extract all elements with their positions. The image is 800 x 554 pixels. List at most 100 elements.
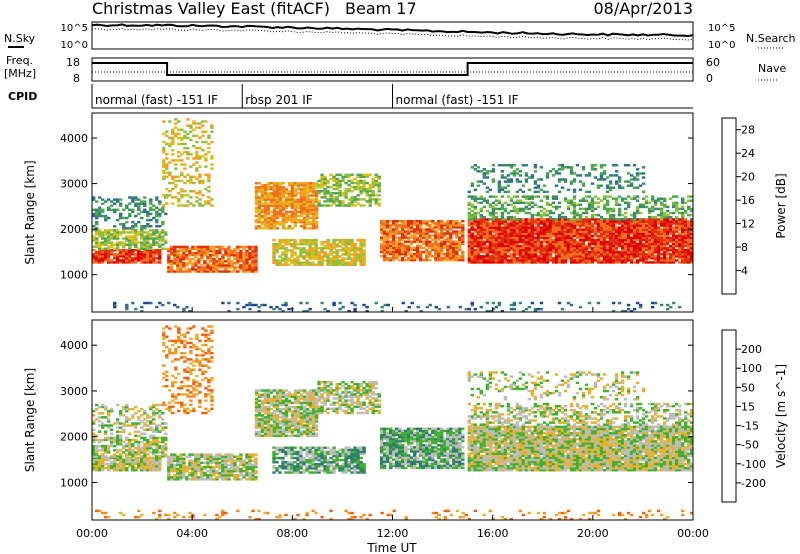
heatmap-cell	[377, 198, 381, 201]
heatmap-cell	[560, 255, 565, 258]
heatmap-cell	[584, 218, 589, 221]
heatmap-cell	[383, 232, 387, 235]
heatmap-cell	[669, 261, 673, 264]
heatmap-cell	[143, 248, 147, 252]
heatmap-cell	[545, 224, 550, 227]
heatmap-cell	[515, 228, 520, 231]
heatmap-cell	[353, 196, 357, 199]
heatmap-cell	[503, 232, 508, 235]
heatmap-cell	[350, 263, 354, 266]
heatmap-cell	[515, 257, 520, 260]
cpid-label: CPID	[8, 90, 37, 103]
heatmap-cell	[104, 229, 108, 232]
heatmap-cell	[617, 232, 622, 235]
heatmap-cell	[602, 205, 607, 209]
heatmap-cell	[386, 258, 390, 262]
heatmap-cell	[644, 228, 649, 231]
heatmap-cell	[470, 215, 474, 219]
heatmap-cell	[500, 234, 505, 238]
heatmap-cell	[653, 257, 658, 260]
heatmap-cell	[437, 248, 441, 252]
heatmap-cell	[560, 240, 565, 244]
heatmap-cell	[359, 257, 363, 260]
heatmap-cell	[608, 261, 613, 264]
heatmap-cell	[107, 462, 111, 466]
heatmap-cell	[629, 238, 634, 242]
heatmap-cell	[666, 236, 670, 240]
heatmap-cell	[335, 238, 339, 242]
heatmap-cell	[659, 257, 664, 260]
heatmap-cell	[192, 128, 196, 131]
heatmap-cell	[248, 247, 252, 251]
heatmap-cell	[446, 258, 450, 262]
heatmap-cell	[260, 216, 265, 220]
heatmap-cell	[281, 206, 286, 210]
heatmap-cell	[158, 259, 162, 262]
heatmap-cell	[245, 264, 249, 267]
heatmap-cell	[185, 305, 189, 309]
heatmap-cell	[128, 231, 132, 234]
heatmap-cell	[401, 230, 405, 233]
heatmap-cell	[690, 224, 694, 227]
heatmap-cell	[305, 243, 309, 246]
heatmap-cell	[428, 242, 432, 246]
heatmap-cell	[599, 253, 604, 256]
heatmap-cell	[386, 240, 390, 243]
heatmap-cell	[611, 218, 616, 221]
heatmap-cell	[542, 255, 547, 258]
heatmap-cell	[539, 218, 544, 221]
heatmap-cell	[506, 236, 511, 240]
heatmap-cell	[503, 236, 508, 240]
heatmap-cell	[608, 195, 613, 198]
heatmap-cell	[368, 190, 372, 193]
heatmap-cell	[641, 222, 646, 225]
heatmap-cell	[278, 255, 282, 258]
heatmap-cell	[179, 253, 183, 257]
heatmap-cell	[350, 204, 354, 207]
heatmap-cell	[548, 242, 553, 246]
heatmap-cell	[632, 228, 637, 231]
heatmap-cell	[416, 222, 420, 225]
heatmap-cell	[440, 256, 444, 260]
heatmap-cell	[470, 261, 474, 264]
heatmap-cell	[212, 258, 216, 261]
heatmap-cell	[308, 194, 313, 197]
heatmap-cell	[146, 247, 150, 251]
heatmap-cell	[533, 240, 538, 244]
heatmap-cell	[149, 248, 153, 252]
heatmap-cell	[515, 224, 520, 227]
heatmap-cell	[248, 258, 252, 261]
heatmap-cell	[176, 266, 180, 269]
heatmap-cell	[635, 261, 640, 264]
heatmap-cell	[332, 202, 336, 205]
heatmap-cell	[218, 251, 222, 255]
heatmap-cell	[557, 220, 562, 223]
heatmap-cell	[527, 222, 532, 225]
heatmap-cell	[482, 220, 486, 223]
heatmap-cell	[206, 270, 210, 273]
heatmap-cell	[344, 181, 348, 185]
heatmap-cell	[146, 245, 150, 248]
heatmap-cell	[608, 215, 613, 219]
heatmap-cell	[284, 204, 289, 207]
heatmap-cell	[599, 172, 604, 175]
heatmap-cell	[134, 243, 138, 246]
heatmap-cell	[431, 226, 435, 229]
heatmap-cell	[210, 130, 214, 133]
heatmap-cell	[632, 195, 637, 198]
heatmap-cell	[180, 179, 184, 183]
heatmap-cell	[257, 212, 262, 216]
heatmap-cell	[287, 196, 292, 199]
heatmap-cell	[143, 237, 147, 240]
heatmap-cell	[176, 251, 180, 255]
heatmap-cell	[512, 226, 517, 229]
heatmap-cell	[287, 263, 291, 266]
heatmap-cell	[503, 251, 508, 254]
heatmap-cell	[527, 246, 532, 250]
heatmap-cell	[179, 268, 183, 271]
heatmap-cell	[446, 254, 450, 258]
heatmap-cell	[242, 247, 246, 251]
heatmap-cell	[524, 201, 529, 205]
heatmap-cell	[302, 204, 307, 207]
heatmap-cell	[681, 207, 685, 211]
